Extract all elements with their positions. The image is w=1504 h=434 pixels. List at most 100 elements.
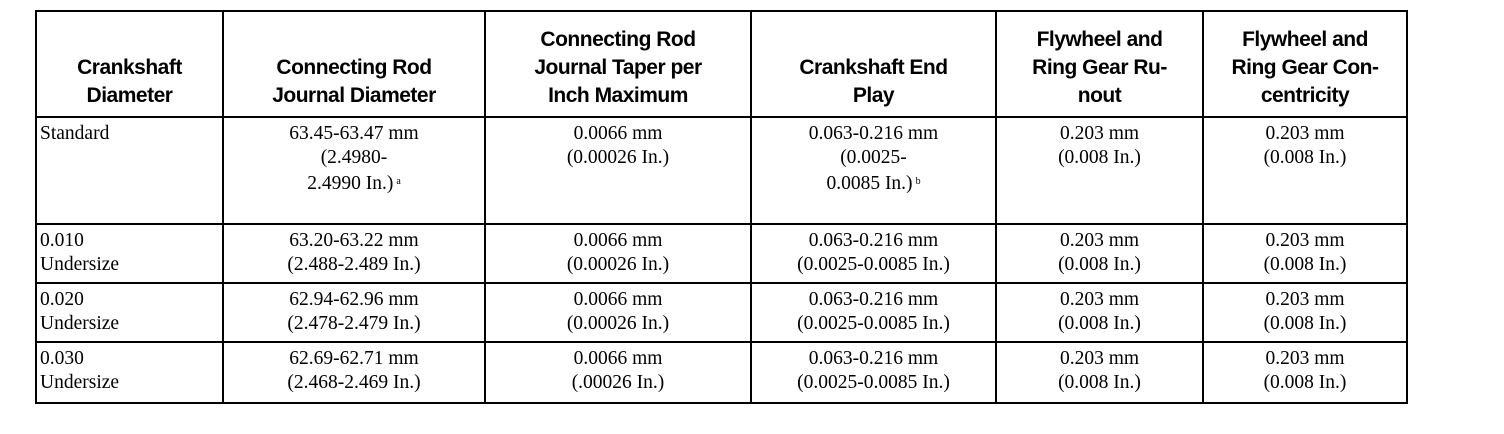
cell-line: 0.063-0.216 mm bbox=[752, 347, 995, 371]
cell-line: (2.478-2.479 In.) bbox=[224, 312, 484, 336]
cell-text: (0.00026 In.) bbox=[566, 313, 670, 334]
cell-line: (0.008 In.) bbox=[1204, 371, 1406, 395]
cell-line: 0.203 mm bbox=[997, 229, 1202, 253]
cell-line: (0.008 In.) bbox=[1204, 253, 1406, 277]
cell-line: 0.010 bbox=[40, 229, 222, 253]
cell-line: 0.0066 mm bbox=[486, 288, 750, 312]
cell-line: (0.0025-0.0085 In.) bbox=[752, 371, 995, 395]
cell-line: 62.69-62.71 mm bbox=[224, 347, 484, 371]
cell-journal-taper: 0.0066 mm (0.00026 In.) bbox=[484, 116, 752, 225]
cell-text: (0.0025-0.0085 In.) bbox=[797, 313, 950, 334]
cell-text: 0.063-0.216 mm bbox=[808, 123, 939, 144]
cell-line: 0.203 mm bbox=[997, 122, 1202, 146]
header-line: Ring Gear Ru- bbox=[1032, 56, 1167, 79]
table-row: 0.010 Undersize 63.20-63.22 mm (2.488-2.489… bbox=[35, 223, 1408, 284]
cell-crankshaft-size: Standard bbox=[35, 116, 224, 225]
header-crankshaft-diameter: Crankshaft Diameter bbox=[35, 10, 224, 118]
footnote-marker: b bbox=[915, 176, 921, 187]
cell-line: 0.063-0.216 mm bbox=[752, 122, 995, 146]
cell-line: 0.0066 mm bbox=[486, 122, 750, 146]
cell-line: 63.45-63.47 mm bbox=[224, 122, 484, 146]
cell-text: (0.0025-0.0085 In.) bbox=[797, 254, 950, 275]
cell-text: (0.008 In.) bbox=[1263, 147, 1347, 168]
header-line: Play bbox=[852, 84, 895, 107]
cell-runout: 0.203 mm (0.008 In.) bbox=[995, 116, 1204, 225]
cell-line: 0.203 mm bbox=[997, 288, 1202, 312]
cell-text: 0.0066 mm bbox=[573, 123, 663, 144]
cell-line: 62.94-62.96 mm bbox=[224, 288, 484, 312]
header-line: Connecting Rod bbox=[540, 28, 696, 51]
cell-concentricity: 0.203 mm (0.008 In.) bbox=[1202, 341, 1408, 404]
cell-line: 63.20-63.22 mm bbox=[224, 229, 484, 253]
cell-text: (0.008 In.) bbox=[1263, 313, 1347, 334]
header-journal-diameter: Connecting Rod Journal Diameter bbox=[222, 10, 486, 118]
cell-text: 0.0085 In.) bbox=[826, 173, 913, 194]
cell-runout: 0.203 mm (0.008 In.) bbox=[995, 341, 1204, 404]
cell-text: Undersize bbox=[40, 313, 120, 334]
cell-end-play: 0.063-0.216 mm (0.0025-0.0085 In.) bbox=[750, 341, 997, 404]
cell-crankshaft-size: 0.030 Undersize bbox=[35, 341, 224, 404]
cell-line: (0.0025- bbox=[752, 146, 995, 170]
cell-line: (2.4980- bbox=[224, 146, 484, 170]
cell-text: 0.203 mm bbox=[1265, 289, 1345, 310]
cell-line: Undersize bbox=[40, 253, 222, 277]
cell-text: 0.203 mm bbox=[1059, 230, 1140, 251]
cell-text: (0.008 In.) bbox=[1263, 372, 1347, 393]
cell-journal-taper: 0.0066 mm (0.00026 In.) bbox=[484, 282, 752, 343]
cell-line: (0.008 In.) bbox=[997, 146, 1202, 170]
header-line: Ring Gear Con- bbox=[1231, 56, 1379, 79]
cell-line: (0.008 In.) bbox=[997, 312, 1202, 336]
cell-line: (0.008 In.) bbox=[997, 253, 1202, 277]
cell-line: 0.203 mm bbox=[997, 347, 1202, 371]
cell-text: (2.4980- bbox=[320, 147, 388, 168]
cell-text: 0.030 bbox=[40, 348, 84, 369]
cell-line: 0.203 mm bbox=[1204, 122, 1406, 146]
cell-line: (.00026 In.) bbox=[486, 371, 750, 395]
cell-line: 0.0066 mm bbox=[486, 229, 750, 253]
table-row: 0.020 Undersize 62.94-62.96 mm (2.478-2.479… bbox=[35, 282, 1408, 343]
cell-text: 0.203 mm bbox=[1059, 123, 1140, 144]
cell-text: (0.008 In.) bbox=[1263, 254, 1347, 275]
cell-journal-diameter: 62.69-62.71 mm (2.468-2.469 In.) bbox=[222, 341, 486, 404]
cell-text: (.00026 In.) bbox=[571, 372, 665, 393]
cell-crankshaft-size: 0.020 Undersize bbox=[35, 282, 224, 343]
cell-runout: 0.203 mm (0.008 In.) bbox=[995, 223, 1204, 284]
cell-concentricity: 0.203 mm (0.008 In.) bbox=[1202, 116, 1408, 225]
cell-end-play: 0.063-0.216 mm (0.0025- 0.0085 In.) b bbox=[750, 116, 997, 225]
table-row: Standard 63.45-63.47 mm (2.4980- 2.4990 In.… bbox=[35, 116, 1408, 225]
cell-text: 0.010 bbox=[40, 230, 84, 251]
cell-text: (2.488-2.489 In.) bbox=[287, 254, 421, 275]
cell-text: 63.45-63.47 mm bbox=[289, 123, 419, 144]
cell-text: (0.008 In.) bbox=[1058, 254, 1141, 275]
cell-line: (0.008 In.) bbox=[1204, 312, 1406, 336]
header-concentricity: Flywheel and Ring Gear Con-centricity bbox=[1202, 10, 1408, 118]
cell-text: (0.00026 In.) bbox=[566, 147, 670, 168]
header-line: nout bbox=[1077, 84, 1122, 107]
cell-line: 0.020 bbox=[40, 288, 222, 312]
header-line: Crankshaft bbox=[77, 56, 182, 79]
header-line: Crankshaft End bbox=[799, 56, 948, 79]
crankshaft-spec-table: Crankshaft Diameter Connecting Rod Journal … bbox=[35, 10, 1408, 404]
cell-journal-taper: 0.0066 mm (0.00026 In.) bbox=[484, 223, 752, 284]
cell-text: Undersize bbox=[40, 254, 120, 275]
cell-journal-diameter: 63.20-63.22 mm (2.488-2.489 In.) bbox=[222, 223, 486, 284]
header-line: Flywheel and bbox=[1242, 28, 1368, 51]
cell-line: Standard bbox=[40, 122, 222, 146]
cell-text: 0.063-0.216 mm bbox=[808, 348, 939, 369]
header-row: Crankshaft Diameter Connecting Rod Journal … bbox=[35, 10, 1408, 118]
cell-line: (0.008 In.) bbox=[997, 371, 1202, 395]
cell-line: (0.008 In.) bbox=[1204, 146, 1406, 170]
cell-text: (2.478-2.479 In.) bbox=[287, 313, 421, 334]
cell-line: 0.0085 In.) b bbox=[752, 170, 995, 196]
cell-line: Undersize bbox=[40, 371, 222, 395]
header-journal-taper: Connecting Rod Journal Taper per Inch Maxi… bbox=[484, 10, 752, 118]
cell-journal-diameter: 62.94-62.96 mm (2.478-2.479 In.) bbox=[222, 282, 486, 343]
cell-text: 0.203 mm bbox=[1265, 123, 1345, 144]
cell-line: (0.0025-0.0085 In.) bbox=[752, 253, 995, 277]
header-line: Diameter bbox=[86, 84, 173, 107]
header-end-play: Crankshaft End Play bbox=[750, 10, 997, 118]
cell-line: (0.00026 In.) bbox=[486, 146, 750, 170]
header-line: Journal Diameter bbox=[272, 84, 436, 107]
cell-text: 0.0066 mm bbox=[573, 230, 663, 251]
cell-line: 2.4990 In.) a bbox=[224, 170, 484, 196]
